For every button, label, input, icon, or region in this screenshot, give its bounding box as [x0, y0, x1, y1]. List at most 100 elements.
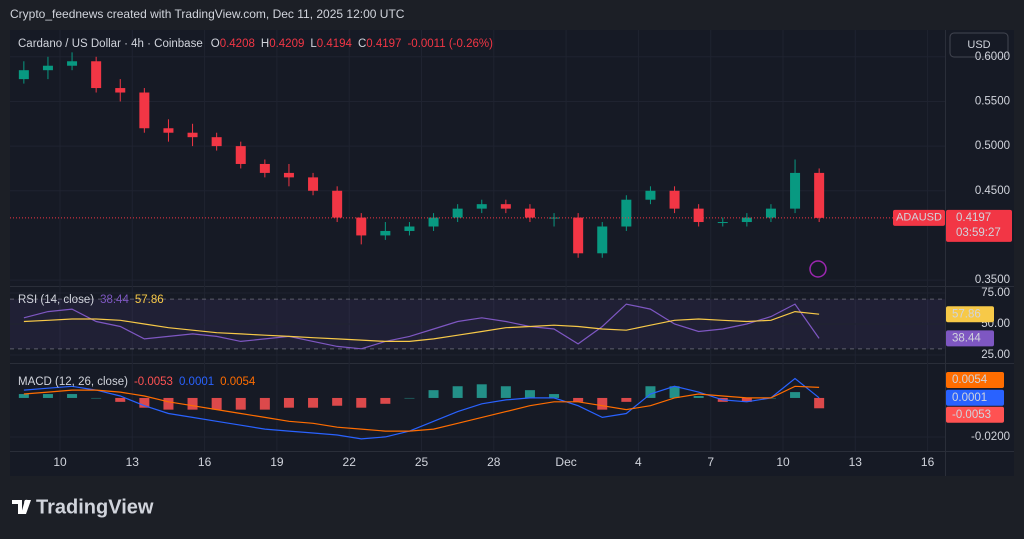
- logo-dot: [24, 499, 29, 505]
- change: -0.0011 (-0.26%): [407, 38, 493, 50]
- x-tick-label: 25: [415, 455, 429, 469]
- candle-body: [18, 70, 29, 80]
- value-tag-label: 0.0054: [952, 374, 988, 386]
- currency-label[interactable]: USD: [967, 39, 990, 51]
- candle-body: [404, 226, 415, 231]
- legend-value: 57.86: [135, 294, 164, 306]
- logo: TradingView: [12, 496, 154, 518]
- x-tick-label: 13: [849, 455, 863, 469]
- histogram-bar: [524, 390, 535, 398]
- legend-title: RSI (14, close): [18, 294, 94, 306]
- x-tick-label: Dec: [555, 455, 576, 469]
- candle-body: [67, 61, 78, 66]
- y-tick-label: 0.5000: [975, 140, 1010, 152]
- histogram-bar: [476, 384, 487, 398]
- symbol-label: ADAUSD: [896, 212, 942, 224]
- histogram-bar: [139, 397, 150, 408]
- logo-text: TradingView: [36, 496, 154, 518]
- legend: Cardano / US Dollar · 4h · Coinbase O0.42…: [18, 38, 493, 50]
- value-tag-label: 57.86: [952, 308, 981, 320]
- histogram-bar: [597, 397, 608, 410]
- histogram-bar: [380, 397, 391, 404]
- chart-area: [10, 30, 1014, 476]
- chart-layer: 10 13 16 19 22 25 28 Dec 4 7 10 13 16 0.3500 0.4500 0.5…: [10, 30, 1012, 469]
- candle-body: [139, 92, 150, 129]
- histogram-bar: [452, 386, 463, 398]
- series-line: [23, 303, 820, 350]
- y-tick-label: 0.5500: [975, 95, 1010, 107]
- value-tag-label: -0.0053: [952, 409, 991, 421]
- candle-body: [549, 217, 560, 219]
- histogram-bar: [573, 397, 584, 402]
- candle-body: [42, 65, 53, 71]
- value-tag-label: 0.0001: [952, 392, 987, 404]
- candle-body: [428, 217, 439, 227]
- histogram-bar: [693, 395, 704, 398]
- value-tag: [946, 372, 1004, 388]
- candle-body: [91, 61, 102, 89]
- histogram-bar: [115, 397, 126, 402]
- y-tick-label: 0.3500: [975, 274, 1010, 286]
- candle-body: [163, 128, 174, 133]
- candle-body: [187, 132, 198, 138]
- candle-body: [669, 190, 680, 209]
- value-tag: [946, 406, 1004, 423]
- histogram-bar: [283, 397, 294, 408]
- x-tick-label: 16: [921, 455, 935, 469]
- histogram-bar: [814, 397, 825, 409]
- candle-body: [476, 204, 487, 209]
- histogram-bar: [332, 397, 343, 406]
- candle-body: [814, 172, 825, 218]
- y-tick-label: 25.00: [981, 349, 1010, 361]
- currency-button[interactable]: [949, 32, 1009, 58]
- x-tick-label: 19: [270, 455, 284, 469]
- series-line: [23, 385, 820, 432]
- histogram-bar: [500, 386, 511, 398]
- candle-body: [259, 163, 270, 173]
- watermark-icon: [809, 260, 827, 278]
- ohlc-key: H: [261, 38, 269, 50]
- value-tag: [946, 306, 994, 323]
- histogram-bar: [669, 386, 680, 398]
- price-label: 0.4197: [956, 212, 991, 224]
- histogram-bar: [42, 394, 53, 398]
- legend-value: 0.0054: [220, 376, 256, 388]
- candle-body: [717, 222, 728, 224]
- histogram-bar: [67, 394, 78, 398]
- x-tick-label: 4: [635, 455, 642, 469]
- y-tick-label: 75.00: [981, 287, 1010, 299]
- candle-body: [452, 208, 463, 218]
- legend-title: MACD (12, 26, close): [18, 376, 128, 388]
- histogram-bar: [18, 394, 29, 398]
- histogram-bar: [235, 397, 246, 410]
- histogram-bar: [308, 397, 319, 408]
- ohlc-key: O: [211, 38, 220, 50]
- x-tick-label: 28: [487, 455, 501, 469]
- legend: MACD (12, 26, close) -0.0053 0.0001 0.0054: [18, 376, 256, 388]
- candle-body: [573, 217, 584, 254]
- series-line: [23, 310, 820, 342]
- candle-body: [308, 177, 319, 191]
- candle-body: [524, 208, 535, 218]
- x-tick-label: 10: [776, 455, 790, 469]
- symbol-tag: [893, 209, 945, 226]
- candle-body: [211, 137, 222, 147]
- y-tick-label: 0.6000: [975, 51, 1010, 63]
- x-tick-label: 22: [343, 455, 357, 469]
- candle-body: [380, 230, 391, 236]
- value-tag: [946, 389, 1004, 406]
- histogram-bar: [211, 397, 222, 410]
- candle-body: [235, 146, 246, 164]
- attribution: Crypto_feednews created with TradingView…: [10, 7, 405, 21]
- ohlc-value: 0.4197: [366, 38, 401, 50]
- ohlc-value: 0.4209: [269, 38, 304, 50]
- y-tick-label: -0.0200: [971, 431, 1010, 443]
- histogram-bar: [645, 386, 656, 398]
- candle-body: [283, 172, 294, 178]
- candle-body: [332, 190, 343, 218]
- ohlc-value: 0.4194: [317, 38, 353, 50]
- value-tag: [946, 330, 994, 347]
- candle-body: [741, 217, 752, 223]
- candle-body: [500, 204, 511, 209]
- ohlc-value: 0.4208: [220, 38, 255, 50]
